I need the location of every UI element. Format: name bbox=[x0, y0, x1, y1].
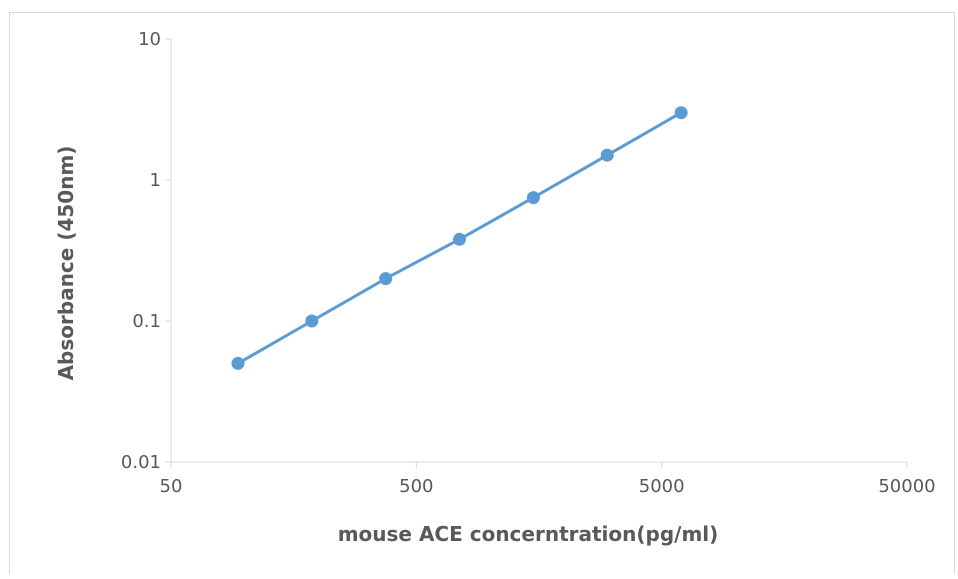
data-point bbox=[379, 272, 393, 286]
data-point bbox=[305, 314, 319, 328]
chart-border bbox=[9, 12, 955, 574]
y-tick-label: 1 bbox=[150, 170, 161, 191]
data-point bbox=[526, 191, 540, 205]
x-ticks bbox=[170, 462, 908, 468]
y-ticks bbox=[165, 38, 171, 463]
tick-labels: 0.01 0.1 1 10 50 500 5000 50000 bbox=[121, 29, 936, 497]
x-tick-label: 500 bbox=[399, 476, 433, 497]
x-tick-label: 50 bbox=[160, 476, 183, 497]
y-tick-label: 0.01 bbox=[121, 452, 161, 473]
data-point bbox=[674, 106, 688, 120]
y-tick-label: 0.1 bbox=[132, 311, 161, 332]
x-axis-title: mouse ACE concerntration(pg/ml) bbox=[338, 522, 719, 546]
y-axis-title: Absorbance (450nm) bbox=[54, 146, 78, 381]
data-point bbox=[453, 232, 466, 246]
x-tick-label: 50000 bbox=[878, 476, 935, 497]
axes-layer bbox=[165, 38, 908, 468]
y-tick-label: 10 bbox=[138, 29, 161, 50]
series-layer bbox=[231, 106, 688, 370]
x-tick-label: 5000 bbox=[639, 476, 685, 497]
data-point bbox=[231, 356, 245, 370]
data-point bbox=[600, 148, 614, 162]
